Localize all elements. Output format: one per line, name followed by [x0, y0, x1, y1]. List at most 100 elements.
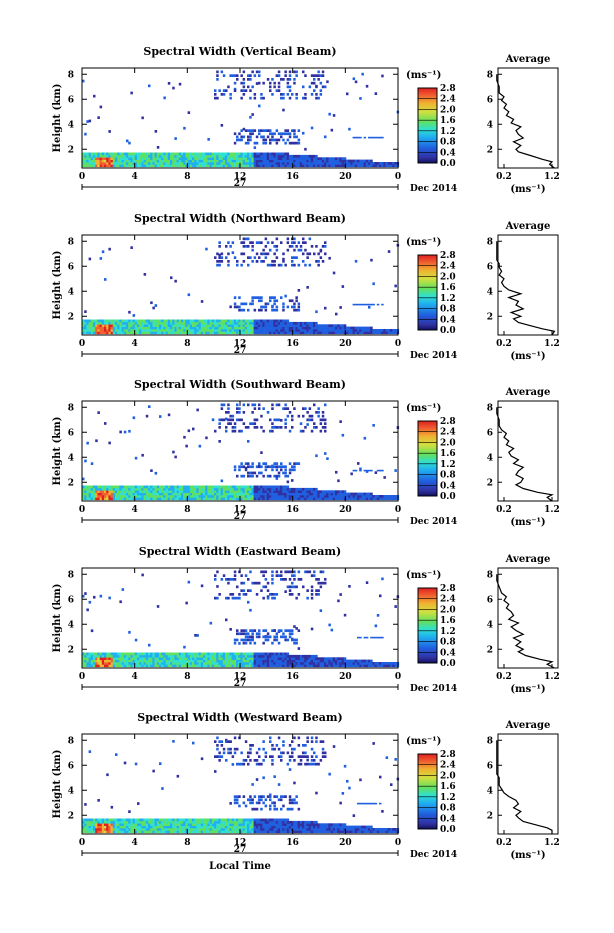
heatmap-cell: [150, 493, 153, 496]
heatmap-cell: [188, 819, 191, 822]
heatmap-cell: [260, 655, 263, 658]
heatmap-cell: [240, 823, 243, 826]
heatmap-cell: [148, 324, 151, 327]
heatmap-cell: [89, 653, 92, 656]
heatmap-cell: [302, 253, 305, 256]
heatmap-cell: [128, 653, 131, 656]
heatmap-cell: [218, 759, 221, 762]
heatmap-cell: [302, 86, 305, 89]
heatmap-cell: [168, 664, 171, 667]
heatmap-cell: [342, 657, 345, 660]
heatmap-cell: [117, 826, 120, 829]
heatmap-cell: [172, 495, 175, 498]
heatmap-cell: [137, 664, 140, 667]
heatmap-cell: [370, 493, 373, 496]
heatmap-cell: [304, 331, 307, 334]
heatmap-cell: [89, 655, 92, 658]
heatmap-cell: [278, 465, 281, 468]
heatmap-cell: [229, 245, 232, 248]
heatmap-cell: [315, 155, 318, 158]
heatmap-cell: [357, 497, 360, 500]
heatmap-cell: [298, 647, 301, 650]
heatmap-cell: [243, 322, 246, 325]
heatmap-cell: [159, 157, 162, 160]
heatmap-cell: [188, 486, 191, 489]
heatmap-cell: [146, 164, 149, 167]
heatmap-cell: [243, 324, 246, 327]
heatmap-cell: [229, 828, 232, 831]
heatmap-cell: [234, 303, 237, 306]
heatmap-cell: [326, 157, 329, 160]
heatmap-cell: [375, 137, 378, 139]
heatmap-cell: [375, 662, 378, 665]
heatmap-cell: [128, 490, 131, 493]
heatmap-cell: [236, 475, 239, 478]
heatmap-cell: [188, 497, 191, 500]
heatmap-cell: [298, 657, 301, 660]
heatmap-cell: [335, 490, 338, 493]
heatmap-cell: [104, 278, 107, 281]
heatmap-cell: [322, 329, 325, 332]
heatmap-cell: [249, 97, 252, 100]
heatmap-cell: [282, 486, 285, 489]
heatmap-cell: [243, 327, 246, 330]
heatmap-cell: [144, 162, 147, 165]
heatmap-cell: [201, 324, 204, 327]
heatmap-cell: [269, 430, 272, 433]
heatmap-cell: [262, 486, 265, 489]
heatmap-cell: [333, 495, 336, 498]
heatmap-cell: [282, 653, 285, 656]
heatmap-cell: [229, 306, 232, 309]
heatmap-cell: [157, 828, 160, 831]
heatmap-cell: [119, 486, 122, 489]
heatmap-cell: [177, 775, 180, 778]
heatmap-cell: [181, 495, 184, 498]
heatmap-cell: [302, 660, 305, 663]
heatmap-cell: [203, 327, 206, 330]
heatmap-cell: [317, 164, 320, 167]
heatmap-cell: [172, 657, 175, 660]
heatmap-cell: [256, 593, 258, 596]
heatmap-cell: [192, 322, 195, 325]
heatmap-cell: [269, 593, 272, 596]
heatmap-cell: [159, 653, 162, 656]
heatmap-cell: [262, 819, 265, 822]
heatmap-cell: [148, 660, 151, 663]
heatmap-cell: [278, 157, 281, 160]
heatmap-cell: [159, 160, 162, 163]
heatmap-cell: [150, 823, 153, 826]
heatmap-cell: [170, 276, 173, 279]
heatmap-cell: [273, 157, 276, 160]
heatmap-cell: [192, 660, 195, 663]
heatmap-cell: [311, 329, 314, 332]
heatmap-cell: [355, 497, 358, 500]
heatmap-cell: [170, 157, 173, 160]
y-axis-label: Height (km): [52, 417, 63, 486]
heatmap-cell: [377, 470, 380, 472]
heatmap-cell: [271, 664, 274, 667]
heatmap-cell: [269, 819, 272, 822]
heatmap-cell: [276, 477, 279, 480]
heatmap-cell: [282, 155, 285, 158]
heatmap-cell: [115, 324, 118, 327]
heatmap-cell: [271, 93, 274, 96]
heatmap-cell: [232, 597, 235, 600]
heatmap-cell: [309, 86, 312, 89]
heatmap-cell: [335, 495, 338, 498]
heatmap-cell: [256, 828, 258, 831]
heatmap-cell: [163, 153, 166, 156]
heatmap-cell: [89, 660, 92, 663]
heatmap-cell: [218, 826, 221, 829]
heatmap-cell: [89, 493, 92, 496]
heatmap-cell: [320, 327, 323, 330]
heatmap-cell: [106, 164, 109, 167]
heatmap-cell: [227, 828, 230, 831]
heatmap-cell: [335, 324, 338, 327]
heatmap-cell: [126, 660, 129, 663]
average-y-tick-label: 6: [487, 428, 493, 438]
heatmap-cell: [221, 153, 224, 156]
heatmap-cell: [245, 486, 248, 489]
heatmap-cell: [315, 589, 318, 592]
heatmap-cell: [298, 327, 301, 330]
